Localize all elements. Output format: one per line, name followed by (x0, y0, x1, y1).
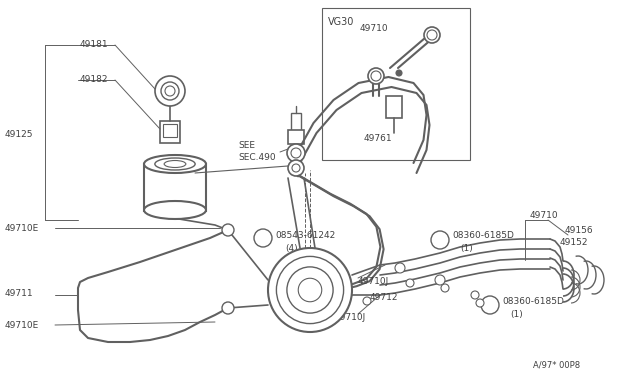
Text: 08543-61242: 08543-61242 (275, 231, 335, 240)
Circle shape (222, 224, 234, 236)
Circle shape (287, 267, 333, 313)
Text: 49182: 49182 (80, 74, 109, 83)
Circle shape (424, 27, 440, 43)
Circle shape (431, 231, 449, 249)
Bar (322, 8, 470, 160)
Text: (1): (1) (460, 244, 473, 253)
Bar (144, 164, 206, 211)
Ellipse shape (164, 160, 186, 167)
Text: A/97* 00P8: A/97* 00P8 (533, 360, 580, 369)
Text: S: S (488, 301, 493, 311)
Circle shape (288, 160, 304, 176)
Circle shape (395, 263, 405, 273)
Circle shape (287, 144, 305, 162)
Circle shape (406, 279, 414, 287)
Ellipse shape (155, 158, 195, 170)
Text: 49710J: 49710J (358, 278, 389, 286)
Circle shape (476, 299, 484, 307)
Text: S: S (260, 234, 266, 244)
Circle shape (254, 229, 272, 247)
Circle shape (427, 30, 437, 40)
Ellipse shape (144, 201, 206, 219)
Circle shape (276, 256, 344, 324)
Circle shape (165, 86, 175, 96)
Text: SEC.490: SEC.490 (238, 153, 276, 161)
Circle shape (161, 82, 179, 100)
Text: 49710E: 49710E (5, 224, 39, 232)
Text: VG30: VG30 (328, 17, 355, 27)
Text: 49710: 49710 (360, 23, 388, 32)
Text: 49710J: 49710J (335, 314, 366, 323)
Circle shape (435, 275, 445, 285)
Circle shape (441, 284, 449, 292)
Bar (386, 96, 402, 118)
Text: 49181: 49181 (80, 39, 109, 48)
Circle shape (368, 68, 384, 84)
Circle shape (292, 164, 300, 172)
Text: 49711: 49711 (5, 289, 34, 298)
Circle shape (371, 71, 381, 81)
Text: 49710: 49710 (530, 211, 559, 219)
Bar (288, 130, 304, 144)
Text: (4): (4) (285, 244, 298, 253)
Text: 49125: 49125 (5, 129, 33, 138)
Circle shape (155, 76, 185, 106)
Circle shape (291, 148, 301, 158)
Bar (291, 113, 301, 131)
Circle shape (298, 278, 322, 302)
Text: 08360-6185D: 08360-6185D (502, 298, 564, 307)
Text: S: S (437, 237, 443, 246)
Bar (163, 124, 177, 137)
Text: SEE: SEE (238, 141, 255, 150)
Text: 49156: 49156 (565, 225, 594, 234)
Circle shape (481, 296, 499, 314)
Bar (160, 121, 180, 143)
Ellipse shape (144, 155, 206, 173)
Text: (1): (1) (510, 311, 523, 320)
Text: 49712: 49712 (370, 294, 399, 302)
Circle shape (268, 248, 352, 332)
Text: 49152: 49152 (560, 237, 589, 247)
Circle shape (363, 297, 371, 305)
Circle shape (222, 302, 234, 314)
Circle shape (396, 70, 402, 76)
Text: 08360-6185D: 08360-6185D (452, 231, 514, 240)
Circle shape (471, 291, 479, 299)
Text: 49761: 49761 (364, 134, 392, 142)
Text: 49710E: 49710E (5, 321, 39, 330)
